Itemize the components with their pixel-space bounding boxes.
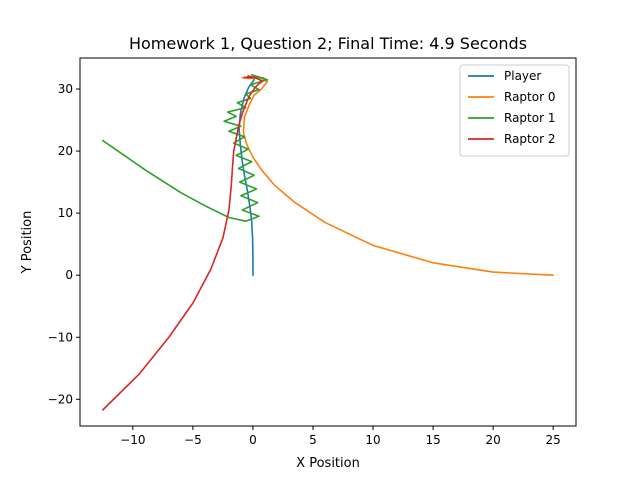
- series-line-2: [102, 73, 269, 223]
- series-line-3: [102, 75, 264, 411]
- y-tick-label: −10: [48, 330, 73, 344]
- x-tick-label: 10: [365, 433, 380, 447]
- x-tick-label: 5: [309, 433, 317, 447]
- y-tick-label: −20: [48, 392, 73, 406]
- y-tick-label: 10: [58, 206, 73, 220]
- y-axis-label: Y Position: [20, 211, 35, 275]
- x-tick-label: 0: [249, 433, 257, 447]
- y-tick-layer: −20 −10 0 10 20 30: [48, 82, 80, 406]
- x-tick-label: 20: [485, 433, 500, 447]
- axes-frame: [79, 57, 577, 427]
- chart-title: Homework 1, Question 2; Final Time: 4.9 …: [129, 34, 527, 53]
- x-tick-label: −10: [120, 433, 145, 447]
- y-tick-label: 20: [58, 144, 73, 158]
- x-tick-label: −5: [184, 433, 202, 447]
- y-tick-label: 30: [58, 82, 73, 96]
- x-tick-layer: −10 −5 0 5 10 15 20 25: [120, 426, 561, 447]
- legend-label-3: Raptor 2: [504, 132, 555, 146]
- legend-box: [459, 64, 570, 157]
- y-tick-label: 0: [65, 268, 73, 282]
- legend-label-2: Raptor 1: [504, 111, 555, 125]
- x-tick-label: 15: [425, 433, 440, 447]
- x-tick-label: 25: [546, 433, 561, 447]
- legend: Player Raptor 0 Raptor 1 Raptor 2: [459, 64, 570, 157]
- legend-label-0: Player: [504, 69, 541, 83]
- legend-label-1: Raptor 0: [504, 90, 555, 104]
- x-axis-label: X Position: [296, 456, 360, 471]
- series-layer: [102, 73, 554, 411]
